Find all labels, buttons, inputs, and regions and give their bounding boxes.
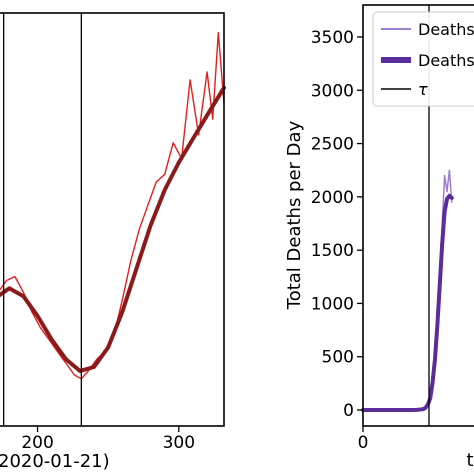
legend-label-2: Deaths/ xyxy=(418,51,474,70)
right-series-line-1 xyxy=(361,193,454,412)
right-plot-frame xyxy=(362,4,474,427)
right-ytick-label-2: 1000 xyxy=(311,294,354,314)
right-x-axis-label: t xyxy=(466,450,473,471)
right-ytick-label-6: 3000 xyxy=(311,81,354,101)
right-xtick-label-0: 0 xyxy=(358,433,369,453)
right-series-group xyxy=(361,169,454,412)
legend-label-3: τ xyxy=(418,80,428,99)
left-vline-group xyxy=(3,13,82,426)
right-ytick-label-4: 2000 xyxy=(311,188,354,208)
legend: Deaths/ Deaths/ τ xyxy=(372,11,474,107)
left-series-line-1 xyxy=(0,85,226,373)
right-ytick-label-1: 500 xyxy=(322,348,354,368)
left-series-group xyxy=(0,32,226,380)
right-ytick-label-5: 2500 xyxy=(311,135,354,155)
left-xtick-label-0: 200 xyxy=(21,433,53,453)
left-chart: 200 300 2020-01-21) xyxy=(0,12,226,472)
left-series-line-0 xyxy=(0,32,225,380)
left-xtick-group: 200 300 xyxy=(21,426,195,453)
left-plot-frame xyxy=(0,12,225,427)
right-ytick-label-7: 3500 xyxy=(311,28,354,48)
right-y-axis-label: Total Deaths per Day xyxy=(284,120,305,310)
left-x-axis-label: 2020-01-21) xyxy=(0,451,110,472)
right-chart: 0 500 1000 1500 2000 2500 3000 3500 0 Total Dea… xyxy=(284,4,474,471)
left-xtick-label-1: 300 xyxy=(163,433,195,453)
right-ytick-group: 0 500 1000 1500 2000 2500 3000 3500 xyxy=(311,28,363,421)
right-xtick-group: 0 xyxy=(358,426,369,453)
right-ytick-label-0: 0 xyxy=(343,401,354,421)
right-ytick-label-3: 1500 xyxy=(311,241,354,261)
legend-box xyxy=(372,11,474,107)
legend-label-1: Deaths/ xyxy=(418,20,474,39)
